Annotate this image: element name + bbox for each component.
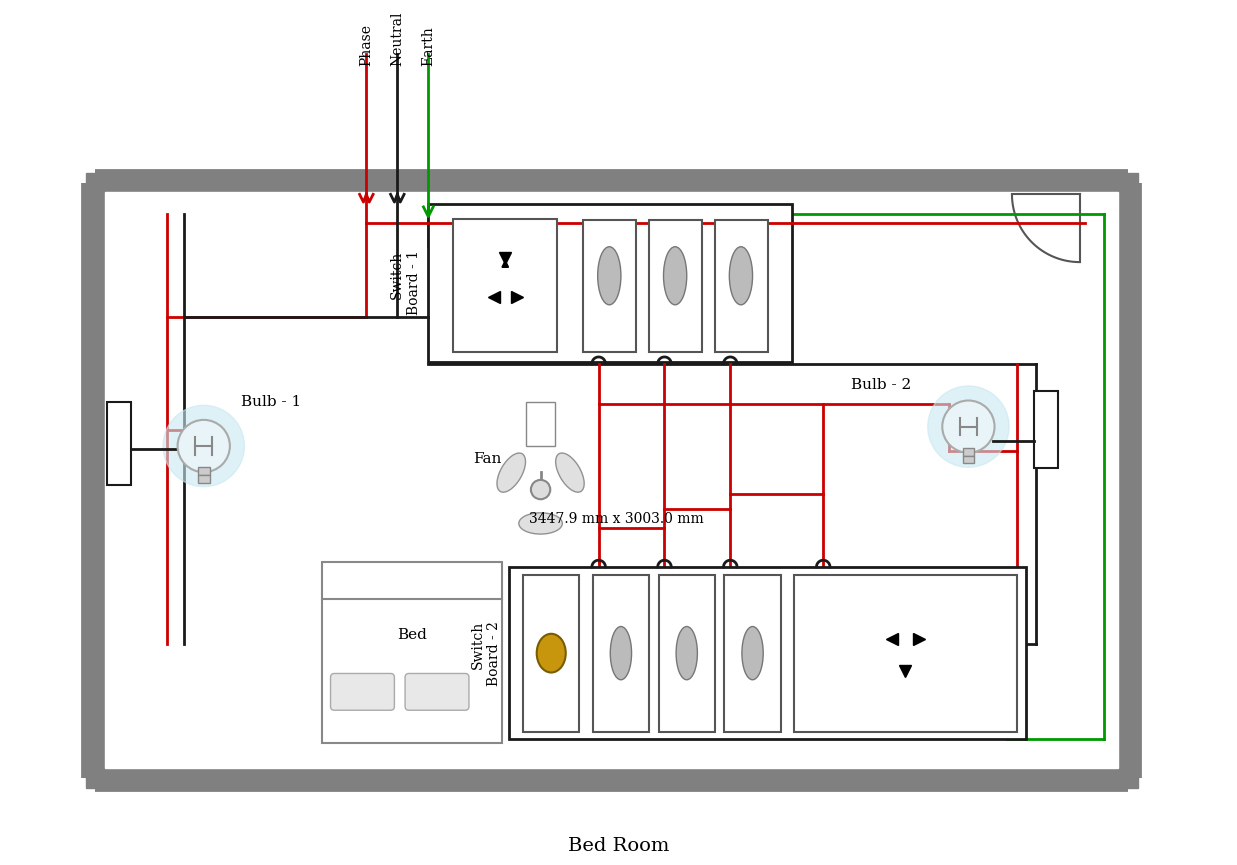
Bar: [85, 768, 1138, 788]
Bar: [428, 204, 792, 362]
Ellipse shape: [610, 626, 632, 680]
Text: Neutral: Neutral: [391, 11, 404, 66]
FancyBboxPatch shape: [330, 674, 395, 710]
Ellipse shape: [677, 626, 698, 680]
Ellipse shape: [730, 247, 752, 304]
Text: Bulb - 1: Bulb - 1: [241, 395, 302, 409]
Bar: [526, 402, 555, 446]
Ellipse shape: [555, 453, 584, 492]
Bar: [593, 574, 649, 732]
Bar: [198, 475, 209, 483]
Text: Switch
Board - 1: Switch Board - 1: [391, 250, 421, 316]
Circle shape: [178, 420, 230, 472]
Text: Phase: Phase: [359, 23, 374, 66]
Text: Bulb - 2: Bulb - 2: [851, 378, 912, 392]
Circle shape: [928, 386, 1009, 467]
Ellipse shape: [518, 513, 563, 534]
Bar: [508, 567, 1027, 740]
Ellipse shape: [742, 626, 763, 680]
Circle shape: [163, 406, 245, 487]
Text: Bed: Bed: [397, 628, 427, 642]
Text: Earth: Earth: [422, 26, 435, 66]
Bar: [85, 173, 1138, 192]
Bar: [794, 574, 1017, 732]
Bar: [1034, 391, 1059, 468]
Bar: [105, 192, 1118, 768]
Bar: [962, 448, 975, 456]
Circle shape: [943, 400, 995, 452]
Bar: [198, 467, 209, 475]
Text: Switch
Board - 2: Switch Board - 2: [471, 621, 501, 686]
Bar: [962, 456, 975, 464]
Bar: [715, 221, 768, 352]
Bar: [454, 219, 557, 352]
Ellipse shape: [597, 247, 621, 304]
Bar: [106, 402, 131, 484]
Ellipse shape: [497, 453, 526, 492]
Bar: [725, 574, 781, 732]
Text: Bed Room: Bed Room: [568, 836, 669, 855]
FancyBboxPatch shape: [404, 674, 469, 710]
Bar: [658, 574, 715, 732]
Text: 3447.9 mm x 3003.0 mm: 3447.9 mm x 3003.0 mm: [528, 511, 704, 526]
Bar: [649, 221, 703, 352]
Bar: [583, 221, 636, 352]
Bar: [1118, 183, 1138, 778]
Bar: [523, 574, 579, 732]
Bar: [85, 183, 105, 778]
Text: Fan: Fan: [474, 452, 501, 465]
Ellipse shape: [537, 634, 565, 672]
Ellipse shape: [663, 247, 687, 304]
Circle shape: [531, 480, 550, 499]
Bar: [322, 562, 502, 743]
